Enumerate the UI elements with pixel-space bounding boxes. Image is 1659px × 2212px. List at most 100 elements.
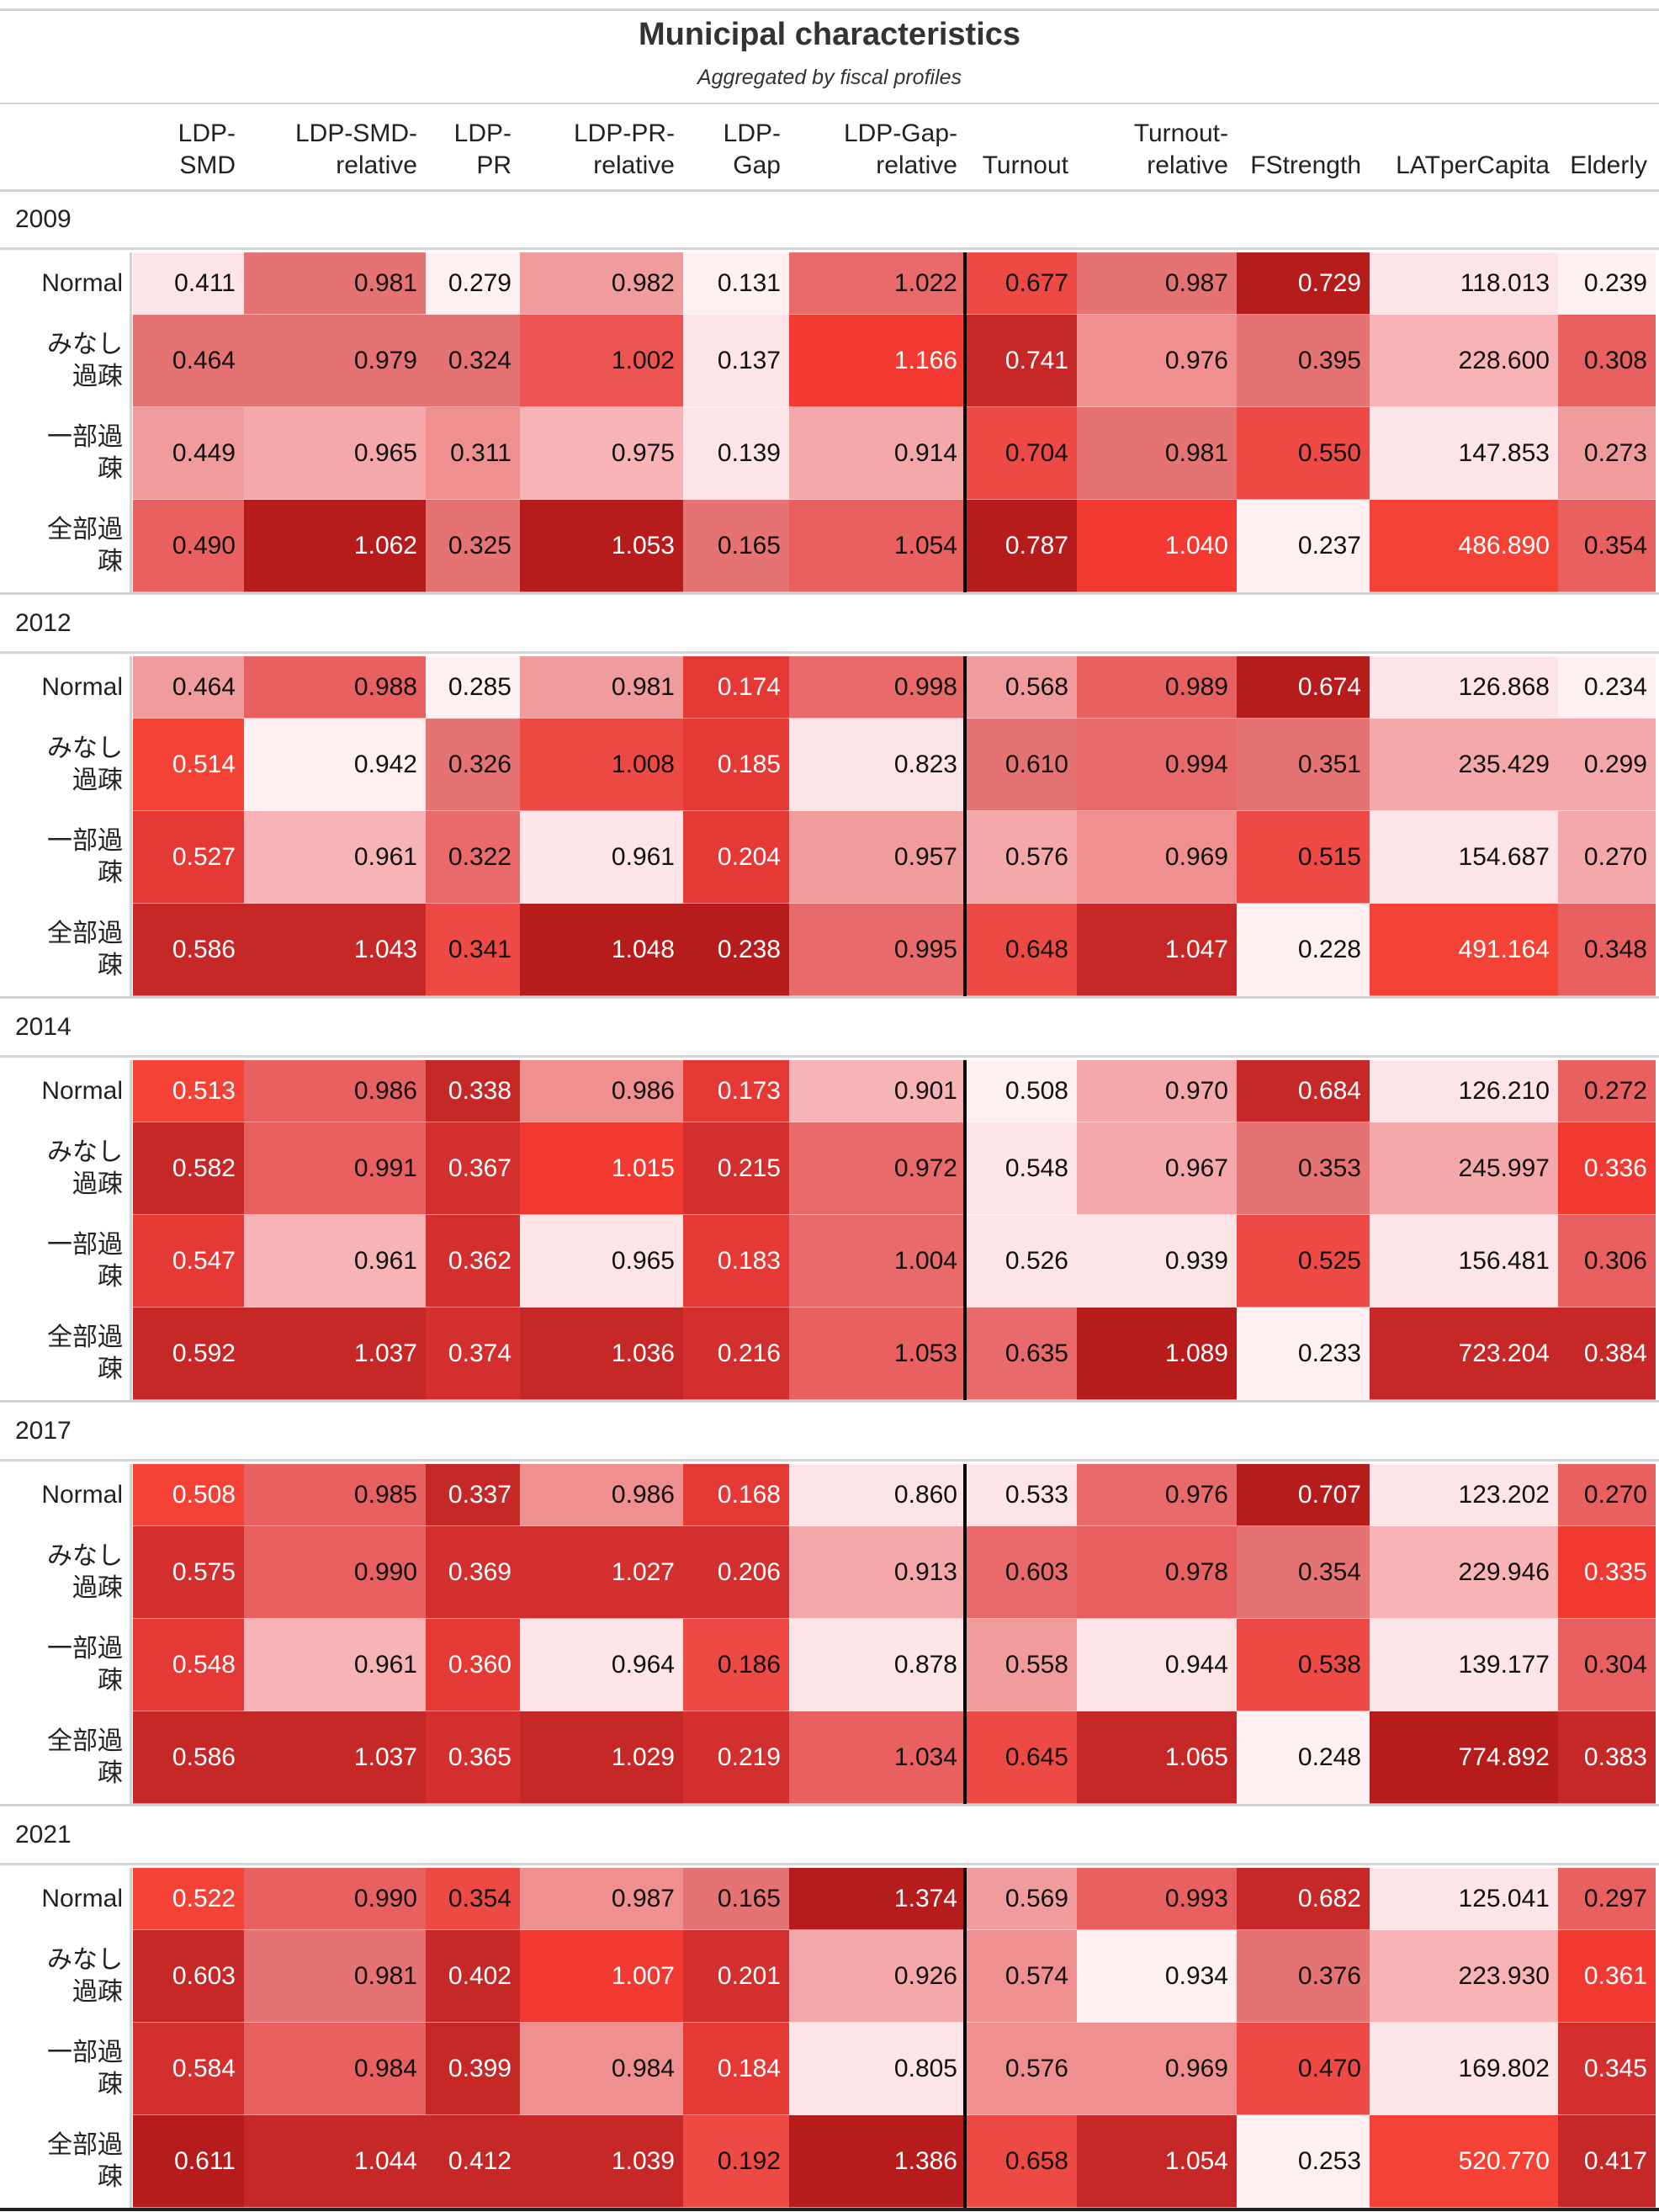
column-header-line: SMD (179, 151, 236, 179)
label-divider (130, 252, 132, 592)
table-cell: 1.007 (520, 1930, 683, 2023)
table-cell: 0.984 (520, 2023, 683, 2115)
table-cell: 0.575 (133, 1526, 244, 1619)
table-cell: 0.253 (1237, 2115, 1370, 2208)
table-cell: 0.684 (1237, 1060, 1370, 1122)
table-cell: 0.272 (1558, 1060, 1656, 1122)
row-label-line: 一部過 (47, 1635, 123, 1663)
table-cell: 0.926 (789, 1930, 966, 2023)
row-label-text: みなし 過疎 (47, 329, 123, 393)
row-label-line: 過疎 (72, 767, 123, 794)
table-cell: 0.914 (789, 407, 966, 500)
table-cell: 0.270 (1558, 811, 1656, 904)
table-cell: 0.354 (1237, 1526, 1370, 1619)
column-header: LDP- Gap (649, 111, 781, 182)
table-cell: 0.470 (1237, 2023, 1370, 2115)
table-cell: 229.946 (1370, 1526, 1558, 1619)
table-cell: 0.139 (683, 407, 789, 500)
table-cell: 520.770 (1370, 2115, 1558, 2208)
table-cell: 0.165 (683, 500, 789, 592)
table-cell: 1.089 (1077, 1308, 1237, 1400)
row-label-text: 一部過疎 (47, 1633, 123, 1697)
table-cell: 1.044 (244, 2115, 426, 2208)
row-label-line: 過疎 (72, 1574, 123, 1602)
row-label-line: 疎 (98, 548, 123, 576)
table-cell: 0.574 (966, 1930, 1077, 2023)
section-divider (963, 252, 967, 592)
table-cell: 0.513 (133, 1060, 244, 1122)
table-cell: 0.961 (244, 811, 426, 904)
row-label-line: Normal (41, 673, 123, 701)
row-label-text: みなし 過疎 (47, 1137, 123, 1201)
table-cell: 0.568 (966, 656, 1077, 719)
table-cell: 0.995 (789, 904, 966, 996)
row-label-line: みなし (47, 1946, 123, 1974)
table-cell: 491.164 (1370, 904, 1558, 996)
row-label-line: 全部過 (47, 2131, 123, 2159)
table-cell: 0.174 (683, 656, 789, 719)
row-label: 全部過疎 (0, 500, 123, 592)
group-rule (0, 651, 1659, 654)
table-cell: 0.215 (683, 1122, 789, 1215)
table-cell: 1.047 (1077, 904, 1237, 996)
label-divider (130, 1060, 132, 1400)
label-divider (130, 1464, 132, 1804)
table-cell: 0.961 (244, 1215, 426, 1308)
row-label-line: みなし (47, 1542, 123, 1570)
table-cell: 0.635 (966, 1308, 1077, 1400)
table-cell: 0.338 (426, 1060, 520, 1122)
table-cell: 1.054 (1077, 2115, 1237, 2208)
column-header: Turnout-relative (1043, 111, 1228, 182)
table-cell: 0.374 (426, 1308, 520, 1400)
table-cell: 0.981 (1077, 407, 1237, 500)
table-cell: 0.611 (133, 2115, 244, 2208)
row-label: 全部過疎 (0, 904, 123, 996)
section-divider (963, 656, 967, 996)
column-header-line: LDP- (178, 119, 236, 147)
row-label-line: 一部過 (47, 827, 123, 855)
table-cell: 0.248 (1237, 1711, 1370, 1804)
row-label-line: 疎 (98, 1667, 123, 1695)
table-cell: 0.965 (244, 407, 426, 500)
column-header-line: LDP- (453, 119, 511, 147)
row-label: みなし過疎 (0, 1526, 123, 1619)
year-label: 2009 (15, 205, 72, 233)
table-cell: 0.741 (966, 315, 1077, 407)
row-label-line: みなし (47, 331, 123, 358)
top-rule (0, 8, 1659, 11)
table-cell: 1.065 (1077, 1711, 1237, 1804)
table-cell: 0.165 (683, 1868, 789, 1930)
row-label: Normal (0, 1868, 123, 1930)
table-cell: 0.957 (789, 811, 966, 904)
column-header-line: LDP-Gap- (843, 119, 957, 147)
column-header-line: relative (593, 151, 675, 179)
row-label-line: みなし (47, 1138, 123, 1166)
table-cell: 0.987 (520, 1868, 683, 1930)
table-cell: 0.547 (133, 1215, 244, 1308)
table-cell: 0.304 (1558, 1619, 1656, 1711)
column-header-line: Gap (733, 151, 781, 179)
table-cell: 0.860 (789, 1464, 966, 1526)
table-subtitle: Aggregated by fiscal profiles (697, 66, 962, 89)
table-cell: 0.201 (683, 1930, 789, 2023)
table-cell: 0.464 (133, 656, 244, 719)
table-cell: 0.508 (133, 1464, 244, 1526)
table-cell: 0.998 (789, 656, 966, 719)
group-bottom-rule (0, 996, 1659, 999)
table-cell: 0.989 (1077, 656, 1237, 719)
table-cell: 0.311 (426, 407, 520, 500)
group-rule (0, 247, 1659, 250)
row-label-text: みなし 過疎 (47, 733, 123, 797)
table-cell: 0.508 (966, 1060, 1077, 1122)
table-cell: 0.515 (1237, 811, 1370, 904)
row-label-line: 疎 (98, 1263, 123, 1291)
row-label-text: Normal (41, 1075, 123, 1107)
table-cell: 123.202 (1370, 1464, 1558, 1526)
table-cell: 0.412 (426, 2115, 520, 2208)
table-cell: 0.976 (1077, 1464, 1237, 1526)
column-header: LATperCapita (1336, 111, 1550, 182)
table-cell: 0.131 (683, 252, 789, 315)
row-label: 一部過疎 (0, 2023, 123, 2115)
table-cell: 0.969 (1077, 2023, 1237, 2115)
table-cell: 0.975 (520, 407, 683, 500)
